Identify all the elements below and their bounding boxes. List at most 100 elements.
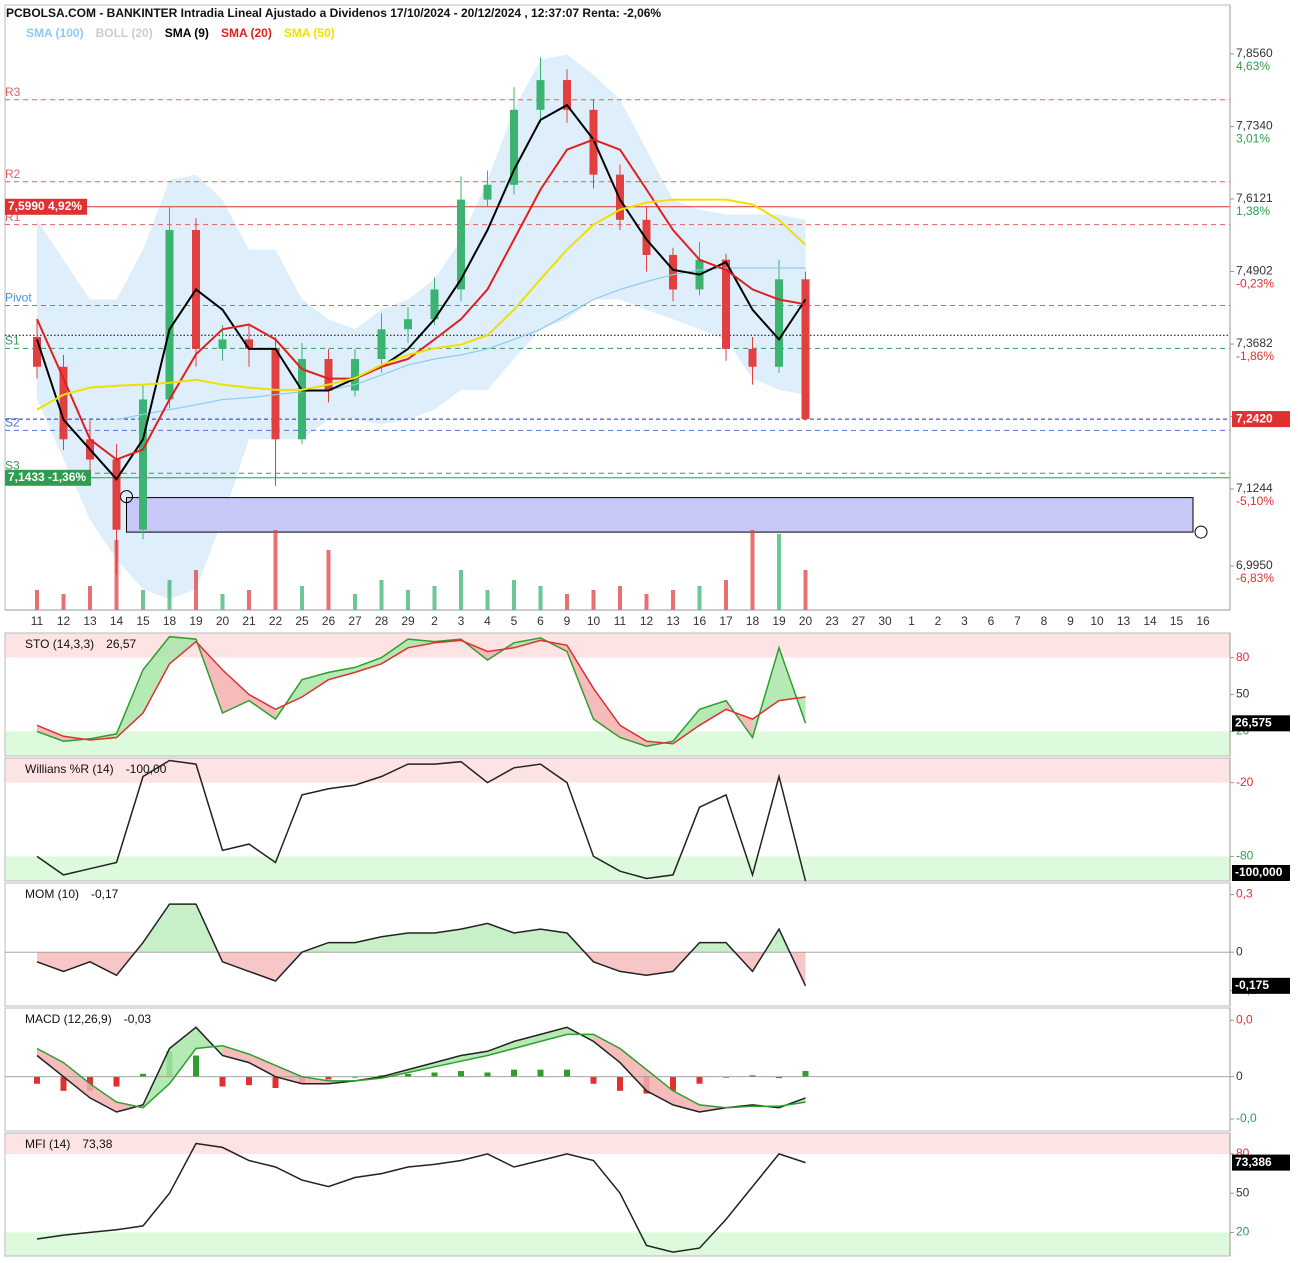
pct-label: -5,10% (1236, 494, 1274, 508)
zone (126, 497, 1194, 533)
x-tick-label: 18 (746, 614, 760, 628)
pct-label: -1,86% (1236, 349, 1274, 363)
indicator-line (36, 759, 807, 882)
histogram-bar (537, 1069, 544, 1077)
volume-bar (379, 580, 384, 610)
x-tick-label: 14 (1143, 614, 1157, 628)
histogram-bar (325, 1076, 332, 1080)
x-tick-label: 15 (1170, 614, 1184, 628)
x-tick-label: 13 (83, 614, 97, 628)
overbought-zone (5, 633, 1230, 658)
legend-entry: BOLL (20) (96, 26, 153, 40)
y-tick-label: 80 (1236, 650, 1250, 664)
candle-body (59, 366, 68, 440)
last-value-label: 26,575 (1235, 715, 1272, 729)
x-tick-label: 23 (825, 614, 839, 628)
candle-body (324, 359, 333, 391)
histogram-bar (219, 1076, 226, 1087)
between-fill (169, 1027, 196, 1084)
candle-body (33, 337, 41, 367)
positive-area (135, 904, 790, 953)
between-fill (355, 657, 382, 673)
between-fill (222, 1045, 249, 1063)
oversold-zone (5, 1232, 1230, 1256)
x-tick-label: 14 (110, 614, 124, 628)
x-tick-label: 26 (322, 614, 336, 628)
x-tick-label: 15 (136, 614, 150, 628)
indicator-title: MOM (10) (25, 887, 79, 901)
y-tick-label: 7,6121 (1236, 191, 1273, 205)
volume-bar (141, 590, 145, 610)
candle-body (483, 184, 492, 200)
histogram-bar (405, 1073, 411, 1077)
volume-bar (326, 550, 331, 610)
legend-entry: SMA (100) (26, 26, 84, 40)
sma-line (116, 267, 806, 421)
candle-body (748, 348, 757, 367)
between-fill (514, 1034, 541, 1049)
volume-bar (432, 586, 437, 610)
last-value-box (1232, 977, 1290, 994)
histogram-bar (246, 1076, 252, 1086)
x-tick-label: 19 (772, 614, 786, 628)
x-tick-label: 20 (216, 614, 230, 628)
x-tick-label: 25 (295, 614, 309, 628)
candle-body (404, 319, 412, 330)
between-fill (143, 636, 170, 713)
between-fill (461, 1051, 488, 1062)
indicator-panel: 0,30-0,2MOM (10)-0,17-0,175 (4, 882, 1290, 1007)
overbought-zone (5, 758, 1230, 783)
level-label: R2 (5, 167, 21, 181)
y-tick-label: 50 (1236, 1185, 1250, 1199)
volume-bar (644, 594, 649, 610)
y-tick-label: -20 (1236, 775, 1254, 789)
x-tick-label: 2 (431, 614, 438, 628)
x-tick-label: 8 (1041, 614, 1048, 628)
marker-box (5, 198, 88, 215)
histogram-bar (140, 1073, 146, 1077)
level-label: S1 (5, 333, 20, 347)
volume-bar (114, 540, 119, 610)
indicator-line (36, 1033, 806, 1109)
histogram-bar (484, 1072, 491, 1077)
pct-label: -6,83% (1236, 571, 1274, 585)
between-fill (169, 636, 196, 664)
level-label: Pivot (5, 291, 32, 305)
candle-body (218, 339, 227, 349)
candle-body (722, 259, 730, 349)
candle-body (298, 359, 306, 440)
x-tick-label: 27 (852, 614, 866, 628)
x-tick-label: 19 (189, 614, 203, 628)
x-tick-label: 30 (878, 614, 892, 628)
candle-body (589, 109, 598, 175)
histogram-bar (272, 1076, 279, 1088)
volume-bar (618, 586, 622, 610)
level-label: S2 (5, 416, 20, 430)
x-tick-label: 7 (1014, 614, 1021, 628)
marker-label: 7,5990 4,92% (8, 199, 82, 213)
candle-body (536, 80, 545, 110)
between-fill (249, 694, 276, 720)
indicator-line (36, 639, 806, 745)
volume-bar (512, 580, 516, 610)
x-tick-label: 6 (988, 614, 995, 628)
candle-body (457, 199, 465, 290)
indicator-value: -0,17 (91, 887, 119, 901)
volume-bar (220, 594, 225, 610)
x-tick-label: 29 (401, 614, 415, 628)
volume-bar (697, 586, 702, 610)
last-value-label: -0,175 (1235, 978, 1269, 992)
x-tick-label: 22 (269, 614, 283, 628)
pct-label: 4,63% (1236, 59, 1270, 73)
volume-bar (300, 586, 304, 610)
legend-entry: SMA (50) (284, 26, 335, 40)
x-tick-label: 4 (484, 614, 491, 628)
x-tick-label: 1 (908, 614, 915, 628)
histogram-bar (802, 1071, 809, 1077)
x-tick-label: 11 (614, 614, 627, 628)
x-tick-label: 16 (693, 614, 707, 628)
x-tick-label: 13 (666, 614, 680, 628)
